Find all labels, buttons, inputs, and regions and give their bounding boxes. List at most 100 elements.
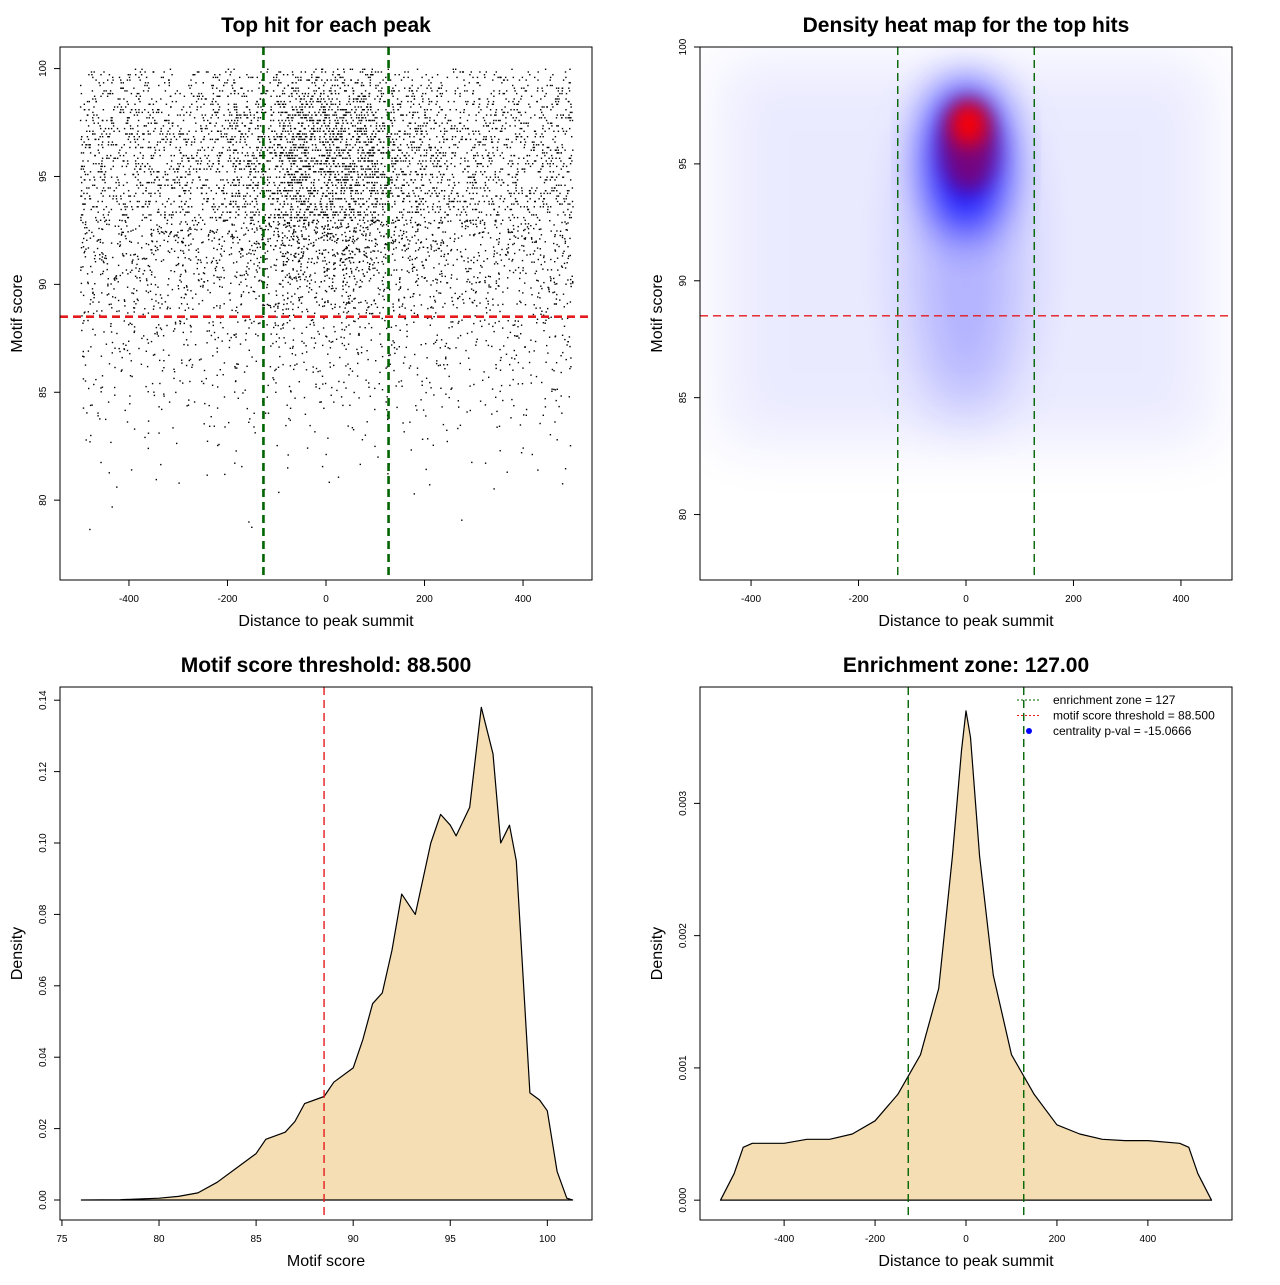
scatter-point (295, 171, 297, 173)
scatter-point (499, 171, 501, 173)
scatter-point (275, 138, 277, 141)
scatter-point (320, 211, 322, 213)
scatter-point (510, 192, 512, 195)
scatter-point (276, 198, 278, 200)
scatter-point (284, 223, 286, 226)
scatter-point (343, 181, 346, 184)
scatter-point (239, 160, 241, 162)
scatter-point (133, 114, 136, 116)
scatter-point (113, 190, 115, 192)
scatter-point (374, 71, 377, 73)
scatter-point (439, 106, 441, 108)
scatter-point (432, 240, 434, 242)
scatter-point (259, 117, 262, 119)
scatter-point (354, 125, 356, 127)
scatter-point (533, 160, 536, 162)
scatter-point (353, 168, 355, 170)
scatter-point (351, 87, 354, 89)
scatter-point (290, 146, 292, 149)
scatter-point (216, 87, 218, 89)
scatter-point (220, 179, 222, 181)
scatter-point (192, 238, 194, 240)
scatter-point (373, 190, 376, 192)
scatter-point (287, 157, 290, 159)
scatter-point (535, 240, 537, 242)
scatter-point (251, 163, 253, 165)
scatter-point (334, 211, 336, 213)
scatter-point (364, 90, 367, 92)
scatter-point (159, 192, 161, 195)
scatter-point (327, 225, 329, 227)
scatter-point (430, 127, 432, 130)
scatter-point (481, 236, 484, 238)
scatter-point (206, 163, 209, 165)
scatter-point (181, 160, 183, 162)
scatter-point (304, 171, 307, 173)
scatter-point (397, 109, 399, 111)
scatter-point (242, 146, 244, 149)
scatter-point (475, 223, 477, 225)
scatter-point (247, 117, 249, 119)
scatter-point (301, 216, 304, 219)
scatter-point (260, 136, 262, 138)
scatter-point (168, 235, 170, 237)
scatter-point (309, 100, 311, 103)
scatter-point (415, 127, 418, 130)
scatter-point (145, 125, 147, 127)
scatter-point (412, 181, 415, 184)
scatter-point (344, 176, 346, 178)
scatter-point (211, 100, 213, 103)
scatter-point (308, 239, 310, 241)
scatter-point (253, 223, 255, 226)
scatter-point (330, 219, 332, 222)
scatter-point (218, 163, 220, 165)
scatter-point (544, 95, 546, 97)
scatter-point (286, 225, 288, 227)
scatter-point (369, 176, 372, 178)
scatter-point (92, 119, 94, 122)
scatter-point (557, 149, 559, 151)
scatter-point (287, 173, 289, 176)
scatter-point (235, 127, 237, 130)
scatter-point (310, 160, 312, 162)
scatter-point (421, 133, 423, 135)
scatter-point (371, 68, 373, 70)
scatter-point (188, 84, 190, 87)
scatter-point (360, 114, 363, 116)
scatter-point (555, 149, 557, 151)
scatter-point (208, 165, 210, 168)
scatter-point (530, 237, 533, 239)
scatter-point (288, 95, 290, 97)
scatter-point (539, 171, 541, 173)
scatter-point (140, 146, 142, 149)
scatter-point (337, 68, 339, 70)
scatter-point (108, 74, 111, 76)
scatter-point (293, 163, 296, 165)
scatter-point (176, 168, 178, 170)
scatter-point (561, 117, 563, 119)
scatter-point (343, 82, 345, 84)
scatter-point (373, 136, 376, 138)
scatter-point (475, 208, 478, 211)
scatter-point (169, 95, 172, 97)
scatter-point (293, 90, 295, 92)
scatter-point (299, 130, 302, 132)
scatter-point (211, 138, 214, 141)
scatter-point (518, 157, 520, 159)
scatter-point (529, 192, 531, 195)
scatter-point (190, 111, 192, 114)
scatter-point (106, 223, 108, 225)
scatter-point (97, 200, 99, 203)
scatter-point (370, 168, 372, 170)
scatter-point (405, 95, 408, 97)
scatter-point (142, 154, 144, 157)
scatter-point (400, 114, 402, 116)
scatter-point (357, 95, 359, 97)
scatter-point (481, 231, 484, 233)
scatter-point (136, 138, 139, 141)
scatter-point (236, 122, 238, 124)
scatter-point (417, 163, 419, 165)
scatter-point (556, 146, 559, 149)
scatter-point (545, 203, 548, 205)
scatter-point (101, 141, 104, 143)
